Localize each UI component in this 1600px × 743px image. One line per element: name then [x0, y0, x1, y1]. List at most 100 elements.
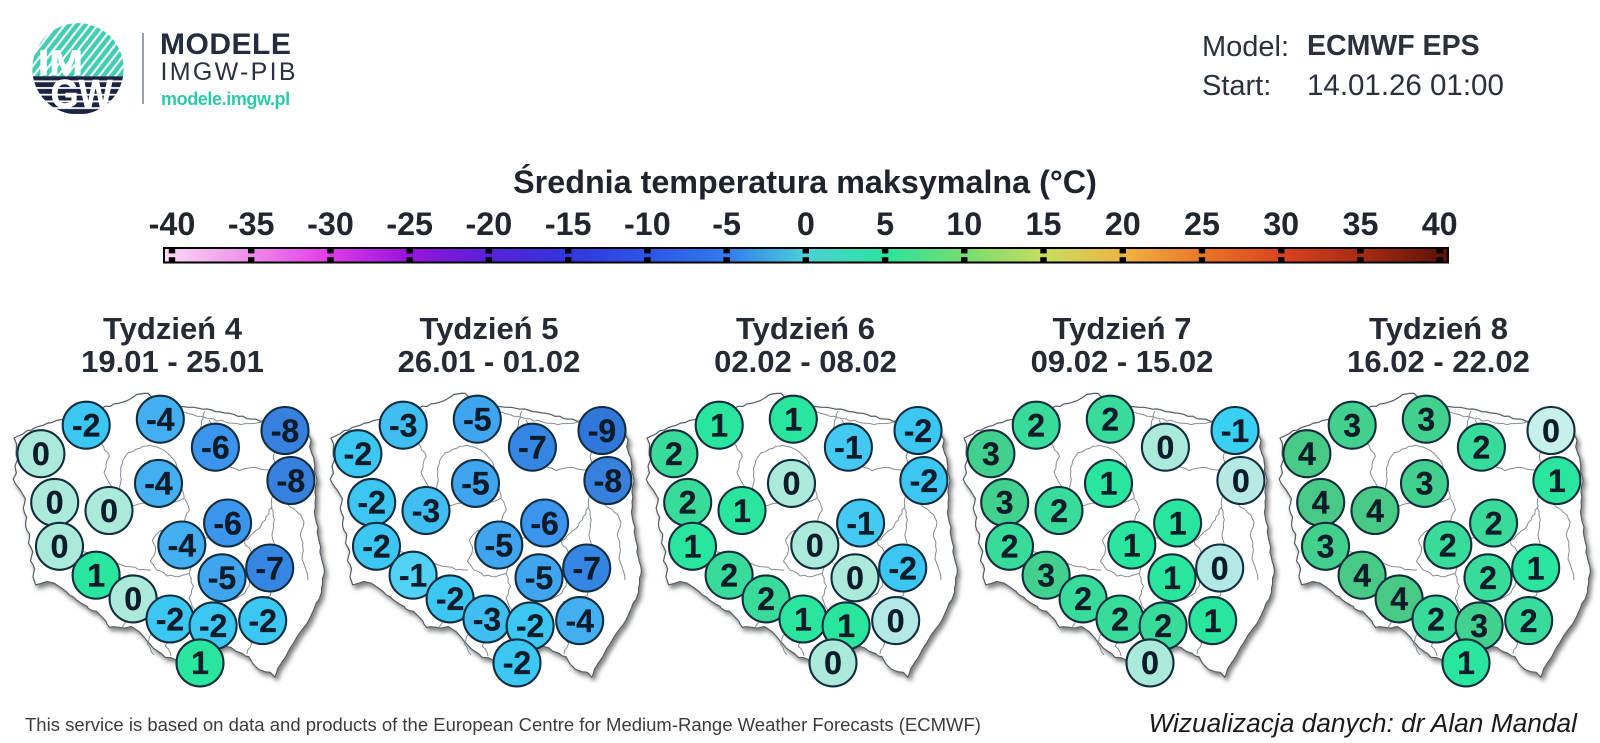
svg-text:-2: -2 — [362, 529, 390, 565]
svg-text:2: 2 — [1473, 430, 1491, 466]
svg-text:3: 3 — [1343, 408, 1361, 444]
svg-text:2: 2 — [1074, 581, 1092, 617]
svg-text:1: 1 — [837, 608, 855, 644]
svg-text:2: 2 — [1520, 603, 1538, 639]
svg-text:1: 1 — [1548, 463, 1566, 499]
svg-text:GW: GW — [51, 73, 113, 115]
svg-text:2: 2 — [679, 485, 697, 521]
svg-text:-2: -2 — [502, 645, 530, 681]
svg-text:2: 2 — [1111, 601, 1129, 637]
svg-text:-8: -8 — [271, 413, 299, 449]
svg-text:-5: -5 — [463, 402, 491, 438]
svg-text:1: 1 — [733, 493, 751, 529]
svg-text:1: 1 — [784, 402, 802, 438]
svg-text:-5: -5 — [484, 527, 512, 563]
svg-text:-8: -8 — [593, 463, 621, 499]
svg-text:0: 0 — [1156, 430, 1174, 466]
svg-text:1: 1 — [191, 645, 209, 681]
svg-text:-1: -1 — [834, 430, 862, 466]
svg-text:3: 3 — [1416, 466, 1434, 502]
svg-text:2: 2 — [1485, 505, 1503, 541]
svg-text:-6: -6 — [201, 430, 229, 466]
svg-text:-3: -3 — [472, 601, 500, 637]
svg-text:-2: -2 — [72, 408, 100, 444]
svg-text:1: 1 — [1099, 466, 1117, 502]
svg-text:2: 2 — [1154, 608, 1172, 644]
svg-text:-1: -1 — [846, 505, 874, 541]
svg-text:-4: -4 — [168, 527, 197, 563]
svg-text:-2: -2 — [515, 608, 543, 644]
svg-text:2: 2 — [1439, 527, 1457, 563]
svg-text:1: 1 — [1163, 560, 1181, 596]
svg-text:2: 2 — [1479, 560, 1497, 596]
svg-text:0: 0 — [51, 529, 69, 565]
svg-text:0: 0 — [1542, 413, 1560, 449]
svg-text:-6: -6 — [213, 505, 241, 541]
svg-text:4: 4 — [1353, 558, 1371, 594]
svg-text:-2: -2 — [248, 603, 276, 639]
svg-text:-5: -5 — [461, 466, 489, 502]
svg-text:2: 2 — [1050, 493, 1068, 529]
svg-text:0: 0 — [887, 603, 905, 639]
svg-text:0: 0 — [1210, 550, 1228, 586]
svg-text:-2: -2 — [343, 436, 371, 472]
svg-text:1: 1 — [1457, 645, 1475, 681]
svg-text:-6: -6 — [530, 505, 558, 541]
svg-text:3: 3 — [995, 485, 1013, 521]
svg-text:-5: -5 — [524, 560, 552, 596]
svg-text:2: 2 — [1101, 402, 1119, 438]
svg-text:3: 3 — [1417, 402, 1435, 438]
svg-text:-5: -5 — [208, 560, 236, 596]
svg-text:0: 0 — [1141, 645, 1159, 681]
svg-text:2: 2 — [1027, 408, 1045, 444]
svg-text:0: 0 — [32, 436, 50, 472]
svg-text:0: 0 — [806, 527, 824, 563]
svg-text:0: 0 — [846, 560, 864, 596]
svg-text:1: 1 — [1203, 603, 1221, 639]
svg-text:-4: -4 — [565, 603, 594, 639]
svg-text:4: 4 — [1312, 485, 1330, 521]
svg-text:-7: -7 — [255, 550, 283, 586]
svg-text:1: 1 — [1168, 505, 1186, 541]
svg-text:3: 3 — [1317, 529, 1335, 565]
svg-text:-4: -4 — [144, 466, 173, 502]
svg-text:2: 2 — [720, 558, 738, 594]
svg-text:4: 4 — [1390, 581, 1408, 617]
svg-text:-2: -2 — [910, 463, 938, 499]
svg-text:0: 0 — [1232, 463, 1250, 499]
svg-text:3: 3 — [1037, 558, 1055, 594]
svg-text:-3: -3 — [388, 408, 416, 444]
svg-text:0: 0 — [124, 581, 142, 617]
svg-text:3: 3 — [982, 436, 1000, 472]
svg-text:-8: -8 — [277, 463, 305, 499]
svg-text:4: 4 — [1298, 436, 1316, 472]
svg-text:1: 1 — [684, 529, 702, 565]
svg-text:-1: -1 — [1220, 413, 1248, 449]
svg-text:0: 0 — [824, 645, 842, 681]
svg-text:-2: -2 — [904, 413, 932, 449]
svg-text:1: 1 — [1527, 550, 1545, 586]
svg-text:1: 1 — [87, 558, 105, 594]
svg-text:-1: -1 — [398, 558, 426, 594]
svg-text:IM: IM — [38, 44, 83, 83]
svg-text:-2: -2 — [888, 550, 916, 586]
svg-text:4: 4 — [1366, 493, 1384, 529]
svg-text:-2: -2 — [156, 601, 184, 637]
svg-text:-2: -2 — [435, 581, 463, 617]
svg-text:-2: -2 — [199, 608, 227, 644]
svg-text:0: 0 — [100, 493, 118, 529]
svg-text:2: 2 — [757, 581, 775, 617]
svg-text:-2: -2 — [357, 485, 385, 521]
svg-text:-7: -7 — [518, 430, 546, 466]
svg-text:3: 3 — [1470, 608, 1488, 644]
svg-text:-9: -9 — [587, 413, 615, 449]
svg-text:2: 2 — [1000, 529, 1018, 565]
svg-text:2: 2 — [1427, 601, 1445, 637]
svg-text:2: 2 — [665, 436, 683, 472]
svg-text:1: 1 — [710, 408, 728, 444]
svg-text:-3: -3 — [411, 493, 439, 529]
svg-text:0: 0 — [46, 485, 64, 521]
svg-text:0: 0 — [783, 466, 801, 502]
svg-text:1: 1 — [1122, 527, 1140, 563]
svg-text:1: 1 — [794, 601, 812, 637]
